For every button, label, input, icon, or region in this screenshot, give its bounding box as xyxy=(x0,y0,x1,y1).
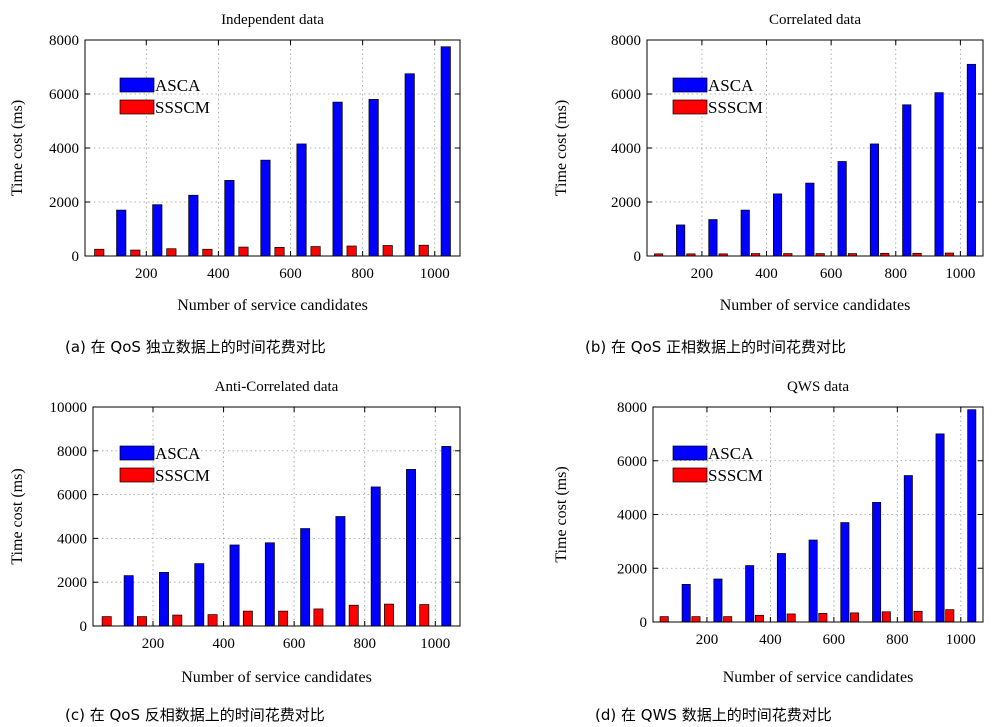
bar-asca-100 xyxy=(116,209,127,257)
x-tick-label: 200 xyxy=(135,266,158,282)
x-axis-label: Number of service candidates xyxy=(177,297,368,314)
x-tick-label: 1000 xyxy=(420,266,450,282)
y-tick-label: 8000 xyxy=(49,33,79,49)
bar-ssscm-400 xyxy=(202,248,213,257)
bar-asca-800 xyxy=(368,99,379,257)
bar-ssscm-900 xyxy=(382,245,393,257)
caption-d: (d) 在 QWS 数据上的时间花费对比 xyxy=(595,706,832,724)
y-tick-label: 0 xyxy=(72,249,80,265)
bar-ssscm-600 xyxy=(274,247,285,257)
y-tick-label: 2000 xyxy=(49,195,79,211)
caption-b: (b) 在 QoS 正相数据上的时间花费对比 xyxy=(585,338,847,356)
y-tick-label: 4000 xyxy=(49,141,79,157)
x-tick-label: 400 xyxy=(207,266,230,282)
bar-asca-500 xyxy=(260,159,271,257)
bar-asca-400 xyxy=(224,180,235,257)
legend-label-ssscm: SSSCM xyxy=(155,98,210,117)
bar-asca-200 xyxy=(152,204,163,257)
x-tick-label: 800 xyxy=(351,266,374,282)
bar-asca-600 xyxy=(296,143,307,257)
bar-ssscm-1000 xyxy=(418,244,429,257)
bar-asca-1000 xyxy=(440,46,451,257)
bar-ssscm-800 xyxy=(346,245,357,257)
caption-c: (c) 在 QoS 反相数据上的时间花费对比 xyxy=(65,706,325,724)
bar-ssscm-200 xyxy=(130,249,141,257)
bar-asca-300 xyxy=(188,194,199,257)
caption-a: (a) 在 QoS 独立数据上的时间花费对比 xyxy=(65,338,326,356)
bar-asca-900 xyxy=(404,73,415,257)
chart-title: Independent data xyxy=(221,12,324,28)
legend-swatch-asca xyxy=(119,77,155,93)
bar-ssscm-700 xyxy=(310,246,321,257)
bar-ssscm-100 xyxy=(94,248,105,257)
bar-ssscm-300 xyxy=(166,248,177,257)
legend-swatch-ssscm xyxy=(119,99,155,115)
bar-ssscm-500 xyxy=(238,246,249,257)
bar-asca-700 xyxy=(332,101,343,257)
y-axis-label: Time cost (ms) xyxy=(9,100,26,196)
x-tick-label: 600 xyxy=(279,266,302,282)
plot-area xyxy=(85,40,460,256)
legend-label-asca: ASCA xyxy=(155,76,201,95)
y-tick-label: 6000 xyxy=(49,87,79,103)
